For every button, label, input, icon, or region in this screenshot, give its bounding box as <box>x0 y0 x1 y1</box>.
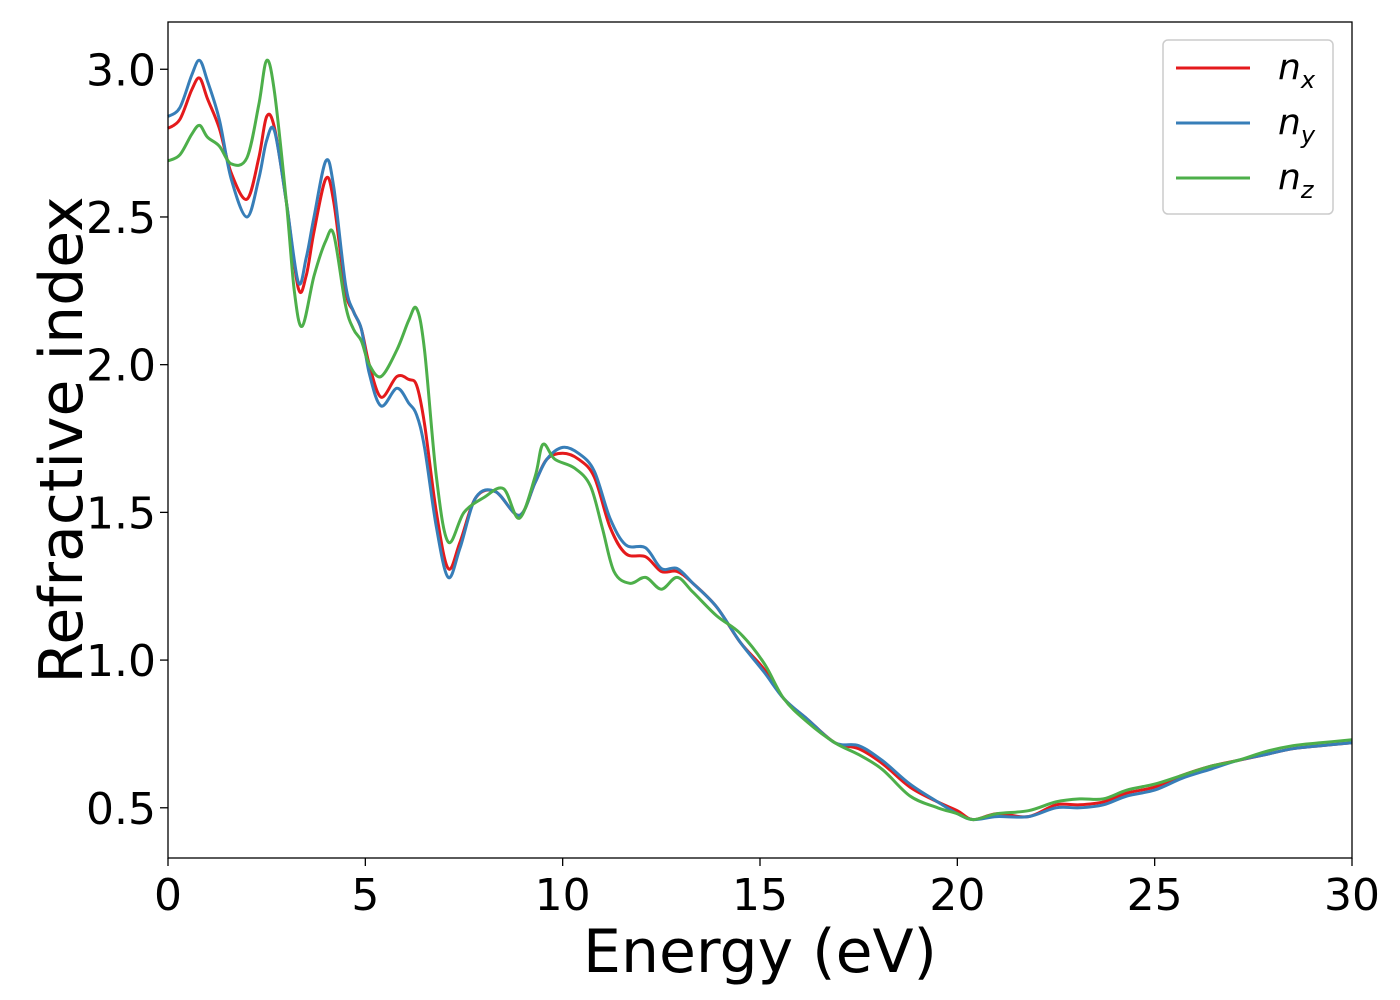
y-tick-label: 1.5 <box>86 488 156 539</box>
x-tick-label: 20 <box>929 870 985 921</box>
legend-label-n-y: ny <box>1278 102 1316 149</box>
x-tick-label: 15 <box>732 870 788 921</box>
legend-box <box>1162 39 1334 215</box>
y-axis-label: Refractive index <box>27 196 97 683</box>
y-tick-label: 2.5 <box>86 193 156 244</box>
legend-label-subscript: x <box>1300 66 1316 94</box>
y-tick-label: 1.0 <box>86 636 156 687</box>
legend-label-base: n <box>1278 47 1301 88</box>
y-axis: 0.5 1.0 1.5 2.0 2.5 3.0 <box>86 45 168 835</box>
legend-label-n-x: nx <box>1278 47 1316 94</box>
legend-label-base: n <box>1278 102 1301 143</box>
legend-label-n-z: nz <box>1278 157 1315 204</box>
y-tick-label: 0.5 <box>86 784 156 835</box>
x-tick-label: 0 <box>154 870 182 921</box>
y-tick-label: 2.0 <box>86 341 156 392</box>
y-tick-label: 3.0 <box>86 45 156 96</box>
x-axis: 0 5 10 15 20 25 30 <box>154 858 1380 921</box>
x-tick-label: 25 <box>1127 870 1183 921</box>
x-axis-label: Energy (eV) <box>583 917 937 987</box>
legend-label-subscript: z <box>1300 176 1315 204</box>
series-layer <box>167 58 1353 822</box>
x-tick-label: 30 <box>1324 870 1380 921</box>
x-tick-label: 10 <box>535 870 591 921</box>
legend-label-subscript: y <box>1300 121 1316 149</box>
series-line-n-z <box>167 58 1353 822</box>
x-tick-label: 5 <box>351 870 379 921</box>
legend-label-base: n <box>1278 157 1301 198</box>
